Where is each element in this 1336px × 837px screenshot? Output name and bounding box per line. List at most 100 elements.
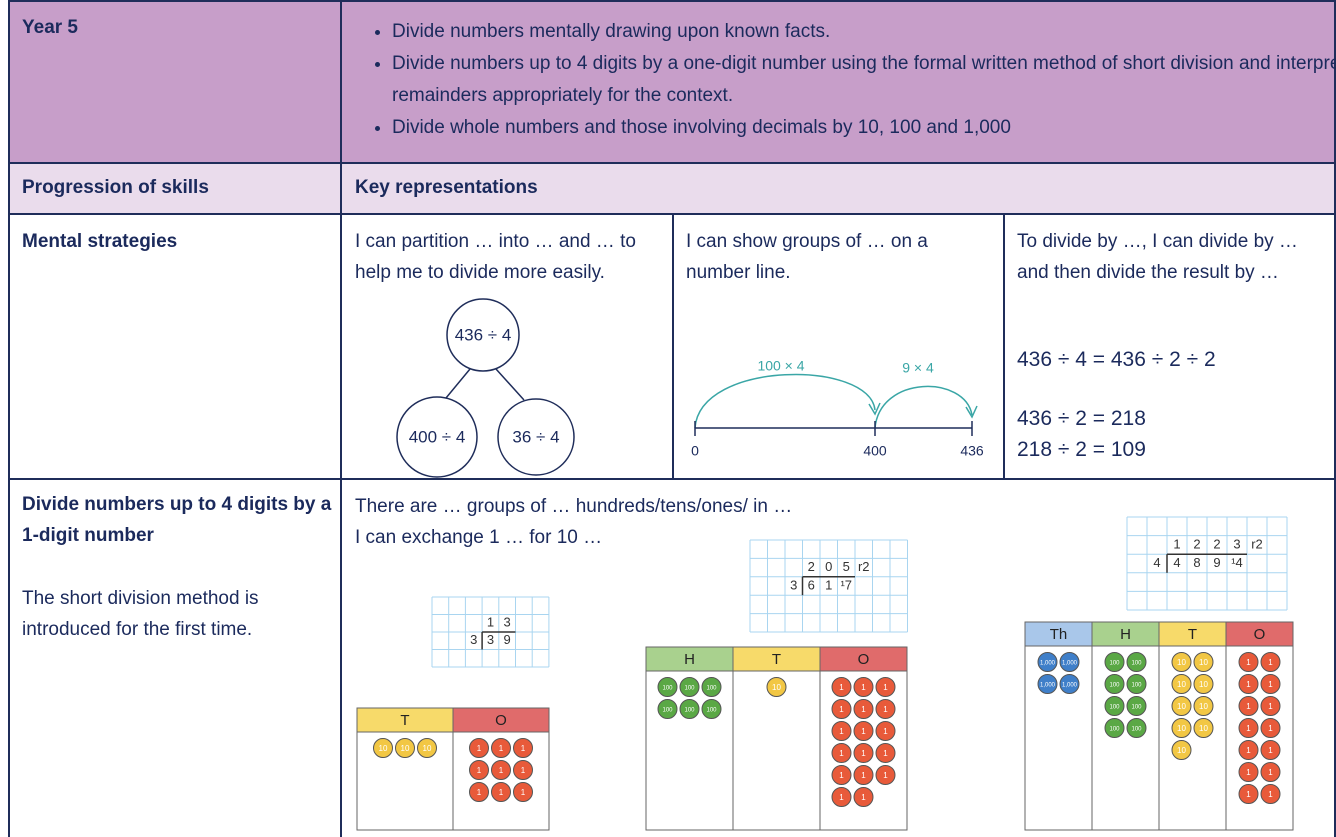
counter-label: 1 (477, 766, 482, 775)
counter (1193, 652, 1214, 672)
counter (657, 699, 678, 719)
objective: Divide numbers mentally drawing upon kno… (392, 16, 1336, 48)
counter (1037, 652, 1058, 672)
counter (513, 760, 533, 780)
counter (373, 738, 393, 758)
counter-label: 1 (1246, 724, 1251, 733)
pv-body-cell (1158, 645, 1227, 831)
counter-label: 100 (1131, 727, 1142, 733)
counter (1238, 762, 1259, 782)
counter (1059, 652, 1080, 672)
counter-label: 1 (1268, 702, 1273, 711)
counter-label: 1 (521, 766, 526, 775)
counter-label: 1 (839, 727, 844, 736)
row-cell (340, 478, 1336, 837)
counter-label: 100 (1109, 661, 1120, 667)
pv-heading: O (495, 712, 507, 729)
counter-label: 10 (423, 744, 432, 753)
counter (1126, 696, 1147, 716)
skill: Divide numbers up to 4 digits by a 1-dig… (22, 494, 332, 546)
counter-label: 1 (1246, 746, 1251, 755)
counter (469, 760, 489, 780)
counter-label: 1 (477, 744, 482, 753)
counter (1059, 674, 1080, 694)
counter-label: 100 (1131, 683, 1142, 689)
counter (875, 743, 896, 763)
counter (853, 699, 874, 719)
header-cell (8, 0, 342, 164)
counter-label: 1 (861, 705, 866, 714)
counter (831, 721, 852, 741)
counter-label: 1 (1268, 768, 1273, 777)
counter (831, 699, 852, 719)
counter-label: 1 (1246, 702, 1251, 711)
tick-label: 436 (960, 443, 984, 459)
counter (1260, 740, 1281, 760)
counter (395, 738, 415, 758)
counter-label: 100 (1109, 727, 1120, 733)
bubble (446, 298, 520, 372)
counter (491, 738, 511, 758)
pv-heading: Th (1050, 626, 1068, 643)
cell-text: I can partition … into … and … to help m… (355, 231, 636, 283)
counter (1238, 696, 1259, 716)
counter-label: 1 (499, 788, 504, 797)
counter (1126, 652, 1147, 672)
quotient-digit: 0 (825, 559, 832, 574)
quotient-digit: r2 (858, 559, 870, 574)
counter (853, 721, 874, 741)
arrowhead (965, 405, 978, 419)
divisor-digit: 3 (790, 577, 797, 592)
counter (1193, 718, 1214, 738)
counter (491, 760, 511, 780)
pv-heading-cell (452, 707, 550, 733)
counter-label: 1 (839, 793, 844, 802)
counter (1260, 784, 1281, 804)
counter-label: 10 (401, 744, 410, 753)
counter-label: 1 (883, 683, 888, 692)
equation: 436 ÷ 2 = 218 (1017, 407, 1146, 430)
pv-body-cell (732, 670, 821, 831)
counter (679, 677, 700, 697)
counter-label: 1 (499, 744, 504, 753)
counter-label: 1,000 (1062, 661, 1078, 667)
counter (657, 677, 678, 697)
dividend-digit: 9 (1213, 555, 1220, 570)
pv-heading: H (1120, 626, 1131, 643)
counter-label: 10 (1199, 658, 1208, 667)
bubble-label: 436 ÷ 4 (455, 325, 512, 344)
subheader-right: Key representations (355, 177, 538, 198)
counter-label: 1 (1268, 746, 1273, 755)
quotient-digit: 2 (808, 559, 815, 574)
counter-label: 1 (861, 771, 866, 780)
counter (1126, 718, 1147, 738)
counter (1260, 674, 1281, 694)
jump-label: 100 × 4 (757, 358, 804, 374)
counter (853, 787, 874, 807)
pv-heading-cell (1158, 621, 1227, 647)
connector (445, 368, 471, 399)
counter (469, 782, 489, 802)
counter-label: 1 (1268, 724, 1273, 733)
counter-label: 1 (1246, 768, 1251, 777)
counter-label: 10 (1177, 680, 1186, 689)
connector (495, 368, 525, 401)
pv-body-cell (1225, 645, 1294, 831)
counter-label: 10 (379, 744, 388, 753)
pv-heading: H (684, 651, 695, 668)
counter (1238, 718, 1259, 738)
counter-label: 1 (839, 771, 844, 780)
header-cell (340, 0, 1336, 164)
counter (701, 677, 722, 697)
quotient-digit: r2 (1251, 536, 1263, 551)
quotient-digit: 3 (1233, 536, 1240, 551)
counter (853, 677, 874, 697)
bubble-label: 400 ÷ 4 (409, 427, 466, 446)
counter (701, 699, 722, 719)
counter-label: 1 (521, 744, 526, 753)
pv-heading: O (858, 651, 870, 668)
counter (1104, 674, 1125, 694)
counter (766, 677, 787, 697)
